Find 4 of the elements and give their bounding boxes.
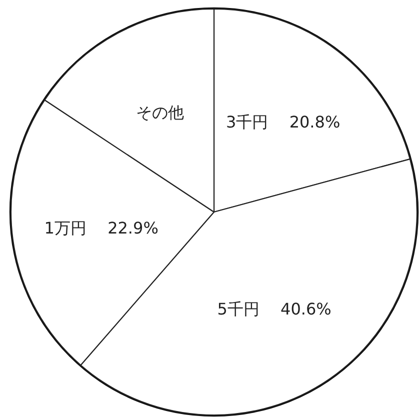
slice-label: 1万円 22.9% [44, 218, 158, 237]
slice-label: 3千円 20.8% [226, 112, 340, 132]
slice-label: 5千円 40.6% [217, 298, 332, 318]
slice-label: その他 [136, 102, 184, 122]
